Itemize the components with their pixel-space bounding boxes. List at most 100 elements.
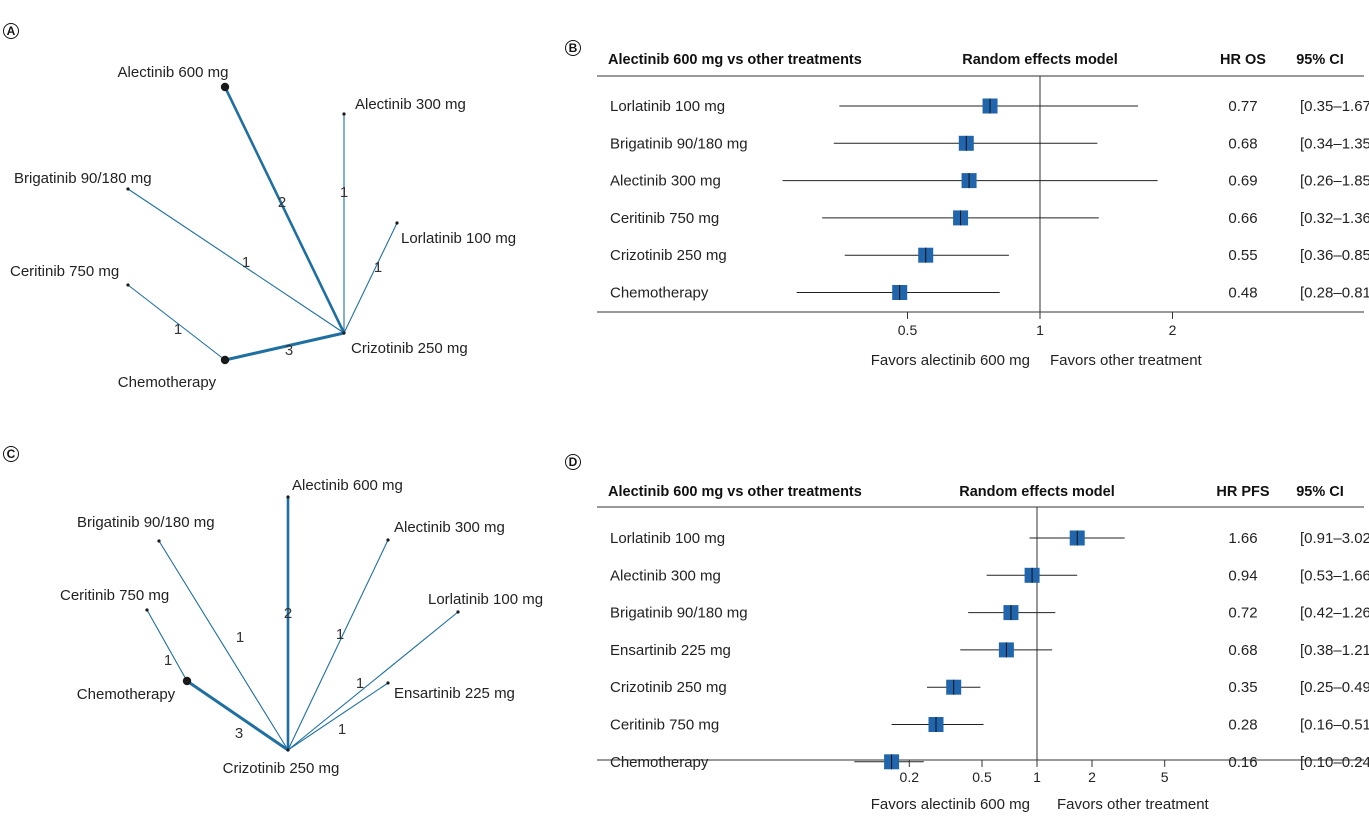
edge-count-label: 1: [356, 675, 364, 692]
forest-axis-tick-label: 0.2: [900, 769, 920, 785]
forest-row-label-ceritinib-750-mg: Ceritinib 750 mg: [610, 717, 719, 734]
network-node-alec300: [386, 538, 390, 542]
network-node-lorl: [456, 610, 460, 614]
node-label-alec300: Alectinib 300 mg: [355, 96, 466, 113]
forest-row-label-brigatinib-90-180-mg: Brigatinib 90/180 mg: [610, 135, 748, 152]
network-edge-ensa-criz: [287, 682, 389, 751]
network-edge-alec300-criz: [287, 539, 389, 751]
forest-row-label-ensartinib-225-mg: Ensartinib 225 mg: [610, 642, 731, 659]
panel-b-forest-plot: B Alectinib 600 mg vs other treatments Ran…: [565, 40, 1369, 369]
forest-hr-value: 0.35: [1228, 679, 1257, 696]
network-edge-lorl-criz: [343, 222, 398, 334]
network-edge-brig-criz: [127, 188, 345, 334]
forest-ci-value: [0.38–1.21]: [1300, 642, 1369, 659]
forest-row-label-alectinib-300-mg: Alectinib 300 mg: [610, 567, 721, 584]
panel-c-network: C 2 1 1 1 1 1 3 Alectinib 600 mg Brigatinib 90/18…: [3, 446, 543, 777]
panel-letter-circle: [3, 23, 19, 39]
forest-hr-value: 0.28: [1228, 717, 1257, 734]
forest-ci-value: [0.25–0.49]: [1300, 679, 1369, 696]
network-edge-chemo-criz: [185, 679, 290, 752]
node-label-alec600: Alectinib 600 mg: [118, 64, 229, 81]
forest-axis-tick-label: 2: [1088, 769, 1096, 785]
network-node-criz: [342, 331, 346, 335]
network-node-ceri: [145, 608, 149, 612]
network-node-chemo: [182, 676, 192, 686]
edge-count-label: 1: [236, 629, 244, 646]
network-node-brig: [157, 539, 161, 543]
forest-ci-value: [0.26–1.85]: [1300, 173, 1369, 190]
edge-count-label: 2: [278, 194, 286, 211]
forest-header-ci: 95% CI: [1296, 52, 1344, 68]
forest-hr-value: 0.94: [1228, 567, 1257, 584]
forest-hr-value: 0.68: [1228, 135, 1257, 152]
panel-letter-circle: [565, 454, 581, 470]
forest-hr-value: 0.16: [1228, 754, 1257, 771]
edge-count-label: 2: [284, 605, 292, 622]
panel-letter: B: [569, 41, 578, 55]
edge-count-label: 1: [338, 721, 346, 738]
network-edge-alec600-criz: [223, 85, 346, 335]
forest-hr-value: 0.55: [1228, 247, 1257, 264]
forest-row-label-lorlatinib-100-mg: Lorlatinib 100 mg: [610, 98, 725, 115]
node-label-chemo: Chemotherapy: [77, 686, 176, 703]
forest-header-comparison: Alectinib 600 mg vs other treatments: [608, 52, 862, 68]
forest-axis-tick-label: 1: [1033, 769, 1041, 785]
forest-ci-value: [0.28–0.81]: [1300, 285, 1369, 302]
panel-d-forest-plot: D Alectinib 600 mg vs other treatments Ran…: [565, 454, 1369, 813]
forest-row-label-crizotinib-250-mg: Crizotinib 250 mg: [610, 679, 727, 696]
edge-count-label: 1: [174, 321, 182, 338]
panel-letter-circle: [3, 446, 19, 462]
network-node-chemo: [220, 355, 230, 365]
forest-row-label-ceritinib-750-mg: Ceritinib 750 mg: [610, 210, 719, 227]
network-node-alec300: [342, 112, 346, 116]
forest-axis-tick-label: 0.5: [898, 322, 918, 338]
forest-hr-value: 0.68: [1228, 642, 1257, 659]
node-label-ensa: Ensartinib 225 mg: [394, 685, 515, 702]
node-label-lorl: Lorlatinib 100 mg: [428, 591, 543, 608]
forest-header-model: Random effects model: [959, 484, 1115, 500]
forest-hr-value: 0.77: [1228, 98, 1257, 115]
edge-count-label: 3: [285, 342, 293, 359]
node-label-ceri: Ceritinib 750 mg: [10, 263, 119, 280]
network-node-lorl: [395, 221, 399, 225]
node-label-criz: Crizotinib 250 mg: [223, 760, 340, 777]
forest-ci-value: [0.10–0.24]: [1300, 754, 1369, 771]
network-node-criz: [286, 748, 290, 752]
forest-header-comparison: Alectinib 600 mg vs other treatments: [608, 484, 862, 500]
panel-letter: D: [569, 455, 578, 469]
edge-count-label: 1: [242, 254, 250, 271]
forest-hr-value: 0.66: [1228, 210, 1257, 227]
panel-a-network: A 2 1 1 1 1 3 Alectinib 600 mg Alectinib 300 mg B…: [3, 23, 516, 391]
network-edge-brig-criz: [158, 540, 289, 751]
forest-header-ci: 95% CI: [1296, 484, 1344, 500]
network-node-brig: [126, 187, 130, 191]
node-label-chemo: Chemotherapy: [118, 374, 217, 391]
node-label-ceri: Ceritinib 750 mg: [60, 587, 169, 604]
panel-letter-circle: [565, 40, 581, 56]
edge-count-label: 1: [340, 184, 348, 201]
network-node-alec600: [220, 82, 230, 92]
edge-count-label: 1: [336, 626, 344, 643]
forest-favors-left: Favors alectinib 600 mg: [871, 352, 1030, 369]
panel-letter: C: [7, 447, 16, 461]
forest-header-model: Random effects model: [962, 52, 1118, 68]
forest-hr-value: 0.48: [1228, 285, 1257, 302]
forest-row-label-chemotherapy: Chemotherapy: [610, 754, 709, 771]
forest-row-label-chemotherapy: Chemotherapy: [610, 285, 709, 302]
forest-ci-value: [0.35–1.67]: [1300, 98, 1369, 115]
network-node-ensa: [386, 681, 390, 685]
forest-hr-value: 0.69: [1228, 173, 1257, 190]
panel-letter: A: [7, 24, 16, 38]
node-label-brig: Brigatinib 90/180 mg: [77, 514, 215, 531]
forest-row-label-crizotinib-250-mg: Crizotinib 250 mg: [610, 247, 727, 264]
forest-ci-value: [0.32–1.36]: [1300, 210, 1369, 227]
edge-count-label: 1: [164, 652, 172, 669]
forest-axis-tick-label: 2: [1169, 322, 1177, 338]
forest-hr-value: 1.66: [1228, 530, 1257, 547]
forest-axis-tick-label: 0.5: [972, 769, 992, 785]
forest-row-label-brigatinib-90-180-mg: Brigatinib 90/180 mg: [610, 605, 748, 622]
forest-favors-left: Favors alectinib 600 mg: [871, 796, 1030, 813]
forest-row-label-lorlatinib-100-mg: Lorlatinib 100 mg: [610, 530, 725, 547]
forest-axis-tick-label: 1: [1036, 322, 1044, 338]
edge-count-label: 1: [374, 259, 382, 276]
